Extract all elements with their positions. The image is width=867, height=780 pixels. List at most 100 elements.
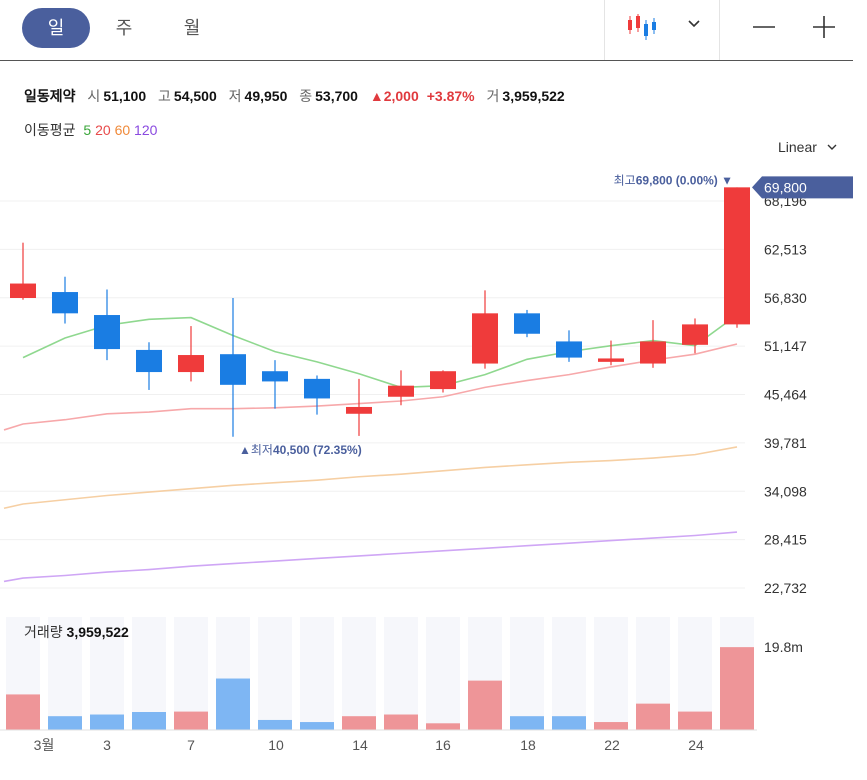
volume-bar xyxy=(6,694,40,730)
volume-bar xyxy=(636,703,670,730)
scale-dropdown[interactable]: Linear xyxy=(778,138,837,155)
volume-column-bg xyxy=(594,617,628,730)
close-label: 종 xyxy=(299,88,313,104)
volume-column-bg xyxy=(678,617,712,730)
volume-bar xyxy=(468,680,502,730)
price-summary: 일동제약 시 51,100 고 54,500 저 49,950 종 53,700 ▲2,… xyxy=(24,86,573,106)
candle-body xyxy=(178,355,204,373)
volume-column-bg xyxy=(132,617,166,730)
scale-label: Linear xyxy=(778,139,817,155)
volume-column-bg xyxy=(174,617,208,730)
low-marker: ▲최저40,500 (72.35%) xyxy=(239,443,362,457)
volume-bar xyxy=(720,647,754,730)
ma-legend-120[interactable]: 120 xyxy=(134,122,158,138)
candle-body xyxy=(556,341,582,358)
volume-bar xyxy=(594,722,628,730)
candle-body xyxy=(52,292,78,314)
volume-column-bg xyxy=(552,617,586,730)
candle-body xyxy=(220,354,246,385)
x-tick-label: 7 xyxy=(187,737,195,753)
tab-month[interactable]: 월 xyxy=(183,18,201,38)
low-value: 49,950 xyxy=(244,88,288,104)
high-label: 고 xyxy=(158,88,171,104)
ma-legend-label: 이동평균 xyxy=(24,122,76,138)
current-price-tag xyxy=(752,176,853,199)
open-label: 시 xyxy=(87,88,101,104)
x-tick-label: 22 xyxy=(604,737,620,753)
toolbar-divider xyxy=(604,0,605,60)
candle-body xyxy=(682,324,708,345)
tab-week[interactable]: 주 xyxy=(115,18,133,38)
low-label: 저 xyxy=(228,88,242,104)
volume-legend: 거래량 3,959,522 xyxy=(24,624,129,640)
volume-column-bg xyxy=(300,617,334,730)
plus-icon[interactable] xyxy=(809,12,839,42)
volume-bar xyxy=(300,722,334,730)
ma-legend-20[interactable]: 20 xyxy=(95,122,111,138)
candle-body xyxy=(10,283,36,299)
price-tick-label: 28,415 xyxy=(764,532,807,548)
chart-toolbar xyxy=(604,0,867,60)
candle-body xyxy=(262,371,288,382)
price-tick-label: 39,781 xyxy=(764,435,807,451)
volume-column-bg xyxy=(90,617,124,730)
moving-average-line-20 xyxy=(3,343,738,431)
x-tick-label: 16 xyxy=(435,737,451,753)
close-value: 53,700 xyxy=(315,88,358,104)
volume-bar xyxy=(552,716,586,730)
candle-body xyxy=(94,315,120,350)
volume-bar xyxy=(174,711,208,730)
header-divider xyxy=(0,60,853,61)
chevron-down-icon[interactable] xyxy=(684,14,704,34)
price-tick-label: 45,464 xyxy=(764,387,807,403)
ma-legend-5[interactable]: 5 xyxy=(83,122,92,138)
high-marker: 최고69,800 (0.00%) ▼ xyxy=(614,173,733,187)
volume-column-bg xyxy=(48,617,82,730)
candlestick-icon[interactable] xyxy=(626,12,662,42)
price-tick-label: 62,513 xyxy=(764,241,807,257)
volume-value: 3,959,522 xyxy=(502,88,565,104)
moving-average-legend: 이동평균 5 20 60 120 xyxy=(24,120,157,140)
toolbar-divider xyxy=(719,0,720,60)
current-price-label: 69,800 xyxy=(764,179,807,195)
volume-bar xyxy=(342,716,376,730)
candle-body xyxy=(472,313,498,364)
volume-bar xyxy=(48,716,82,730)
moving-average-line-5 xyxy=(22,314,738,389)
open-value: 51,100 xyxy=(103,88,147,104)
volume-column-bg xyxy=(384,617,418,730)
candle-body xyxy=(304,378,330,399)
high-value: 54,500 xyxy=(173,88,217,104)
volume-bar xyxy=(90,714,124,730)
x-tick-label: 10 xyxy=(268,737,284,753)
volume-column-bg xyxy=(258,617,292,730)
tab-day[interactable]: 일 xyxy=(22,8,90,48)
candle-body xyxy=(724,187,750,325)
x-tick-label: 3 xyxy=(103,737,111,753)
x-tick-label: 3월 xyxy=(34,737,55,753)
candle-body xyxy=(388,385,414,397)
volume-column-bg xyxy=(342,617,376,730)
price-tick-label: 22,732 xyxy=(764,580,807,596)
moving-average-line-120 xyxy=(3,531,738,583)
chevron-down-icon xyxy=(827,144,837,150)
volume-bar xyxy=(258,719,292,730)
volume-tick-label: 19.8m xyxy=(764,639,803,655)
volume-label: 거 xyxy=(486,88,500,104)
volume-bar xyxy=(132,712,166,730)
price-tick-label: 51,147 xyxy=(764,338,807,354)
volume-bar xyxy=(678,711,712,730)
stock-name: 일동제약 xyxy=(24,88,76,104)
candle-body xyxy=(640,341,666,364)
candle-body xyxy=(430,371,456,390)
minus-icon[interactable] xyxy=(749,12,779,42)
ma-legend-60[interactable]: 60 xyxy=(114,122,131,138)
change-percent: +3.87% xyxy=(426,88,475,104)
x-tick-label: 24 xyxy=(688,737,704,753)
candle-body xyxy=(136,349,162,373)
moving-average-line-60 xyxy=(3,446,738,510)
volume-column-bg xyxy=(510,617,544,730)
price-tick-label: 56,830 xyxy=(764,290,807,306)
candle-body xyxy=(514,313,540,334)
